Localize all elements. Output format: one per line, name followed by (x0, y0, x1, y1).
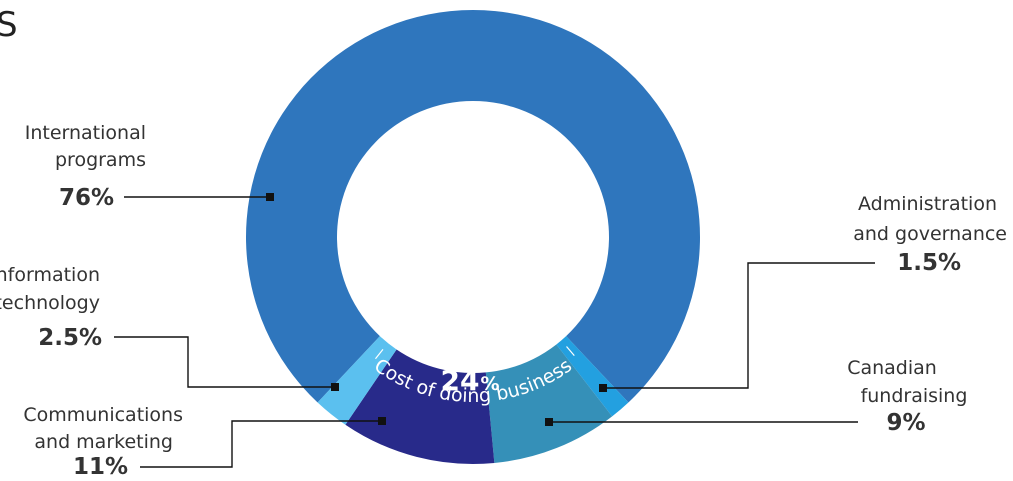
donut-segment-it (317, 336, 397, 425)
leader-dot-admin (599, 384, 607, 392)
leader-dot-comms (378, 417, 386, 425)
label-admin-line1: Administration (858, 193, 997, 215)
label-information-technology: Information technology 2.5% (0, 264, 339, 391)
label-comms-line1: Communications (23, 404, 183, 426)
label-it-line1: Information (0, 264, 100, 286)
label-comms-percent: 11% (73, 454, 128, 480)
leader-dot-it (331, 383, 339, 391)
donut-segment-comms (345, 349, 495, 464)
donut-segment-international (246, 9, 700, 403)
label-comms-line2: and marketing (34, 431, 173, 453)
label-international-line2: programs (55, 149, 146, 171)
leader-it (114, 336, 335, 388)
label-admin-percent: 1.5% (897, 250, 961, 276)
page-heading-fragment: S (0, 5, 18, 45)
label-international-percent: 76% (59, 185, 114, 211)
center-total-value: 24 (440, 364, 479, 397)
label-it-percent: 2.5% (38, 325, 102, 351)
segment-tick-admin (566, 346, 575, 357)
segment-tick-it (374, 349, 384, 360)
donut-segment-fundraising (485, 344, 613, 463)
label-canadian-fundraising: Canadian fundraising 9% (545, 357, 967, 436)
label-fundraising-line2: fundraising (861, 385, 968, 407)
leader-dot-international (266, 193, 274, 201)
donut-segment-admin (556, 336, 629, 417)
label-administration-governance: Administration and governance 1.5% (599, 193, 1007, 392)
leader-admin (604, 262, 875, 389)
label-it-line2: technology (0, 292, 100, 314)
center-total-symbol: % (480, 373, 499, 395)
center-total-percent: 24% (440, 364, 499, 397)
leader-dot-fundraising (545, 418, 553, 426)
label-fundraising-line1: Canadian (847, 357, 937, 379)
label-international-programs: International programs 76% (25, 122, 274, 211)
label-communications-marketing: Communications and marketing 11% (23, 404, 386, 480)
label-fundraising-percent: 9% (886, 410, 925, 436)
donut-segments (246, 9, 700, 464)
label-international-line1: International (25, 122, 146, 144)
segment-ticks (374, 346, 575, 360)
label-admin-line2: and governance (853, 223, 1007, 245)
leader-comms (140, 420, 382, 468)
